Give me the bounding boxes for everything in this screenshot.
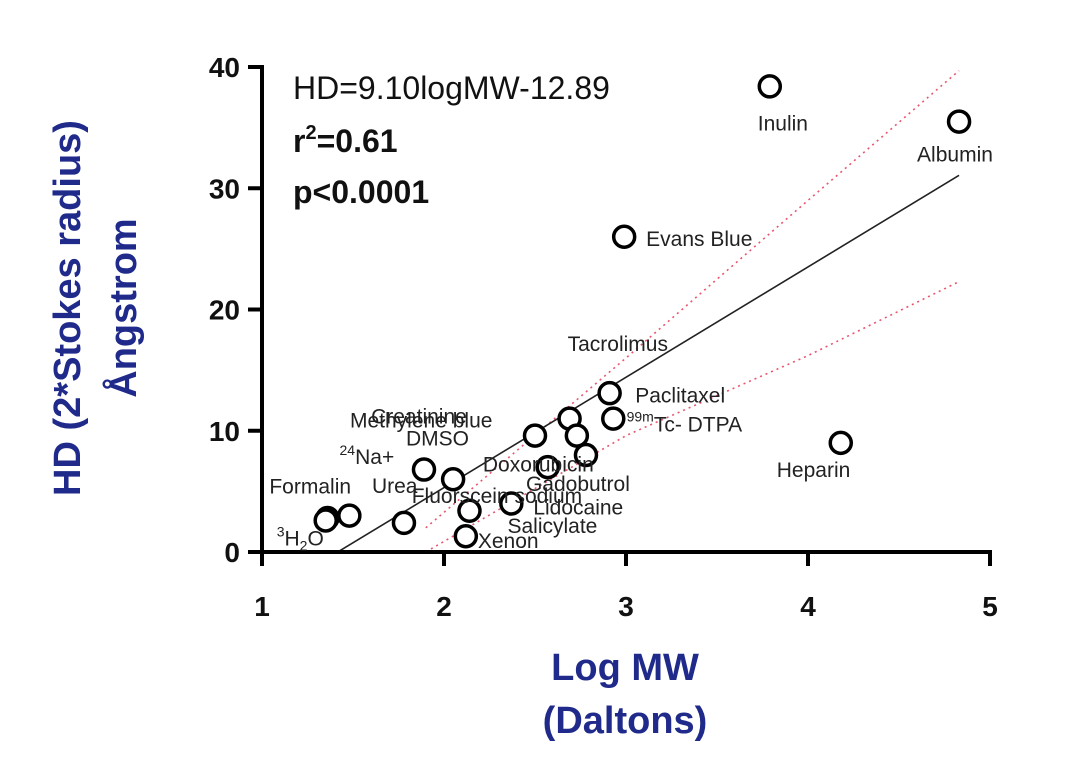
y-axis-title-line1: HD (2*Stokes radius) <box>47 120 89 496</box>
data-point <box>391 510 417 536</box>
y-axis-title-line2: Ångstrom <box>101 218 145 397</box>
r-squared-prefix: r <box>293 123 305 159</box>
x-tick-label: 2 <box>436 591 452 622</box>
point-label: Tacrolimus <box>568 333 668 356</box>
data-point <box>601 406 626 431</box>
data-point <box>828 430 854 456</box>
point-label: Lidocaine <box>533 497 623 520</box>
regression-line <box>338 174 960 553</box>
point-label: Albumin <box>917 144 993 167</box>
regression-equation: HD=9.10logMW-12.89 <box>293 70 610 106</box>
x-axis-title-line1: Log MW <box>551 647 699 689</box>
y-tick-label: 20 <box>209 295 240 326</box>
data-point <box>611 224 637 249</box>
data-point <box>457 498 482 524</box>
point-label: Heparin <box>777 459 851 482</box>
data-point <box>946 109 972 134</box>
r-squared-superscript: 2 <box>305 122 316 144</box>
point-label: Urea <box>372 475 418 498</box>
x-axis-title-line2: (Daltons) <box>543 700 708 742</box>
point-label: Doxorubicin <box>483 454 594 477</box>
data-point <box>535 454 560 480</box>
data-point <box>337 503 362 528</box>
data-point <box>313 508 338 533</box>
x-tick-label: 1 <box>254 591 270 622</box>
r-squared: r2=0.61 <box>293 122 398 159</box>
data-point <box>564 423 590 448</box>
y-tick-label: 30 <box>209 173 240 204</box>
y-tick-label: 10 <box>209 416 240 447</box>
point-label: DMSO <box>406 428 469 451</box>
point-label: Gadobutrol <box>526 473 630 496</box>
confidence-band-lower <box>425 280 960 553</box>
data-point <box>411 457 437 482</box>
data-point <box>440 467 466 492</box>
point-label: Xenon <box>478 530 539 553</box>
y-tick-label: 40 <box>209 52 240 83</box>
point-label: 24Na+ <box>340 442 395 469</box>
plot-area: 0 10 20 30 40 1 2 3 4 5 Inulin Albumin Evans Blue Tac… <box>209 52 998 622</box>
point-label: 99mTc- DTPA <box>627 409 743 437</box>
point-label: Paclitaxel <box>635 385 725 408</box>
data-point <box>757 74 783 99</box>
data-point <box>597 380 622 406</box>
point-label: Evans Blue <box>646 228 752 251</box>
x-tick-label: 4 <box>800 591 816 622</box>
x-tick-label: 5 <box>982 591 998 622</box>
y-tick-label: 0 <box>224 537 240 568</box>
point-label: Fluorscein sodium <box>412 485 582 508</box>
point-label: 3H2O <box>277 523 324 553</box>
r-squared-value: =0.61 <box>317 123 398 159</box>
point-label: Creatinine <box>371 405 467 428</box>
x-tick-label: 3 <box>618 591 634 622</box>
p-value: p<0.0001 <box>293 174 429 210</box>
data-point <box>522 423 548 448</box>
point-label: Methylene blue <box>350 410 492 433</box>
data-point <box>573 442 599 468</box>
data-point <box>453 523 479 549</box>
point-label: Formalin <box>269 476 351 499</box>
point-label: Salicylate <box>507 515 597 538</box>
data-point <box>499 491 524 516</box>
point-label: Inulin <box>758 112 808 135</box>
